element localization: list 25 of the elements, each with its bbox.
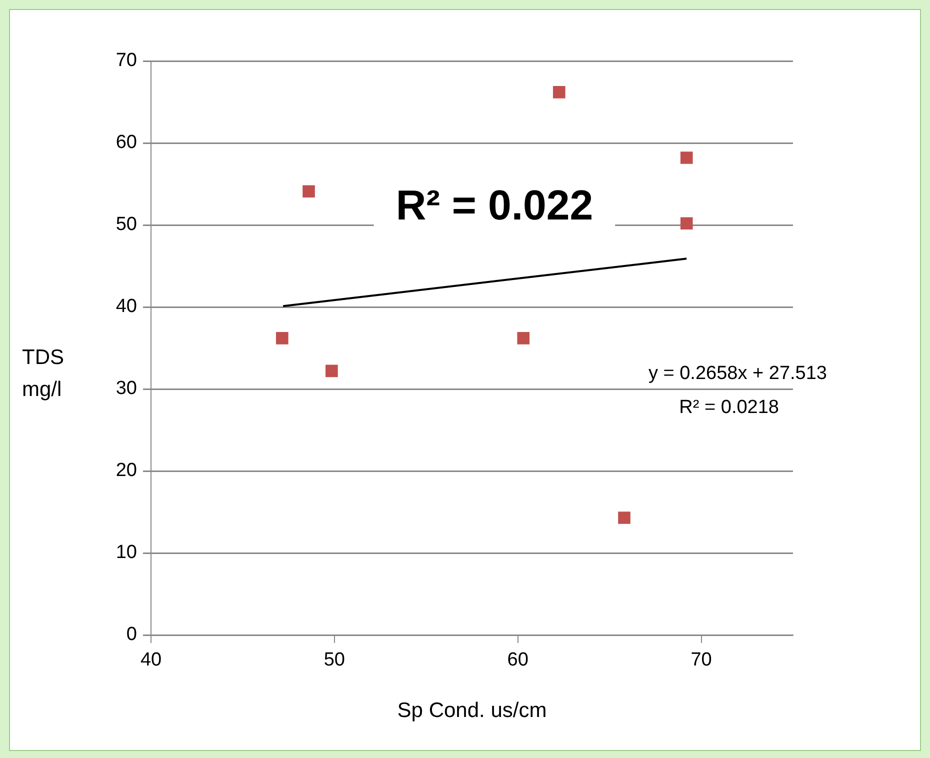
point (680, 152, 693, 164)
y-tick-label: 30 (116, 378, 137, 400)
annotation: R² = 0.0218 (679, 397, 779, 418)
x-tick-label: 70 (690, 650, 712, 671)
annotation: y = 0.2658x + 27.513 (648, 363, 827, 384)
annotation: R² = 0.022 (396, 182, 594, 229)
point (680, 217, 693, 230)
y-tick-label: 10 (116, 542, 137, 564)
y-tick-label: 50 (116, 214, 137, 236)
x-tick-label: 50 (324, 650, 345, 671)
x-tick-label: 60 (507, 650, 528, 671)
y-tick-label: 20 (116, 460, 137, 482)
point (517, 332, 530, 344)
x-axis-title: Sp Cond. us/cm (397, 699, 547, 722)
point (276, 332, 288, 344)
y-tick-label: 40 (116, 296, 137, 318)
point (618, 512, 630, 524)
y-tick-label: 0 (126, 624, 137, 646)
point (302, 185, 315, 198)
y-tick-label: 70 (116, 50, 137, 72)
x-tick-label: 40 (140, 650, 162, 671)
point (326, 364, 338, 378)
point (552, 86, 566, 98)
y-axis-title: TDS mg/l (22, 345, 64, 403)
y-tick-label: 60 (116, 132, 137, 154)
